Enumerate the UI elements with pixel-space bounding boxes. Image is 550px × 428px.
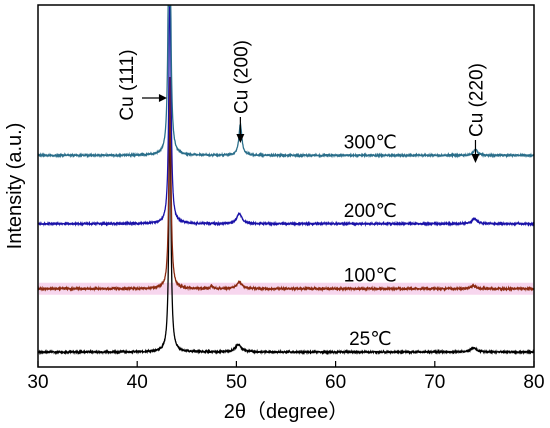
peak-annotations: Cu (111) Cu (200) Cu (220) xyxy=(117,40,487,163)
series-label: 100℃ xyxy=(344,266,397,287)
x-tick-label: 60 xyxy=(325,372,346,393)
x-axis-ticks: 30 40 50 60 70 80 xyxy=(27,361,545,393)
x-tick-label: 40 xyxy=(127,372,148,393)
series-line xyxy=(37,5,535,227)
peak-label: Cu (220) xyxy=(466,63,487,137)
peak-arrowhead xyxy=(158,94,167,102)
peak-arrowhead xyxy=(236,134,245,143)
plot-frame xyxy=(37,4,535,368)
series-lines xyxy=(37,5,535,356)
series-labels: 25℃ 100℃ 200℃ 300℃ xyxy=(344,132,397,350)
series-line xyxy=(37,76,535,293)
series-label: 200℃ xyxy=(344,201,397,222)
peak-label: Cu (111) xyxy=(117,49,138,120)
x-tick-label: 50 xyxy=(226,372,247,393)
series-line xyxy=(37,105,535,356)
y-axis-title: Intensity (a.u.) xyxy=(4,123,26,250)
x-tick-label: 30 xyxy=(27,372,48,393)
series-line xyxy=(37,5,535,159)
peak-label: Cu (200) xyxy=(231,40,252,114)
x-tick-label: 80 xyxy=(523,372,544,393)
series-label: 25℃ xyxy=(349,329,391,350)
peak-arrowhead xyxy=(471,154,480,163)
x-tick-label: 70 xyxy=(424,372,445,393)
series-label: 300℃ xyxy=(344,132,397,153)
x-axis-title: 2θ（degree） xyxy=(224,400,349,423)
